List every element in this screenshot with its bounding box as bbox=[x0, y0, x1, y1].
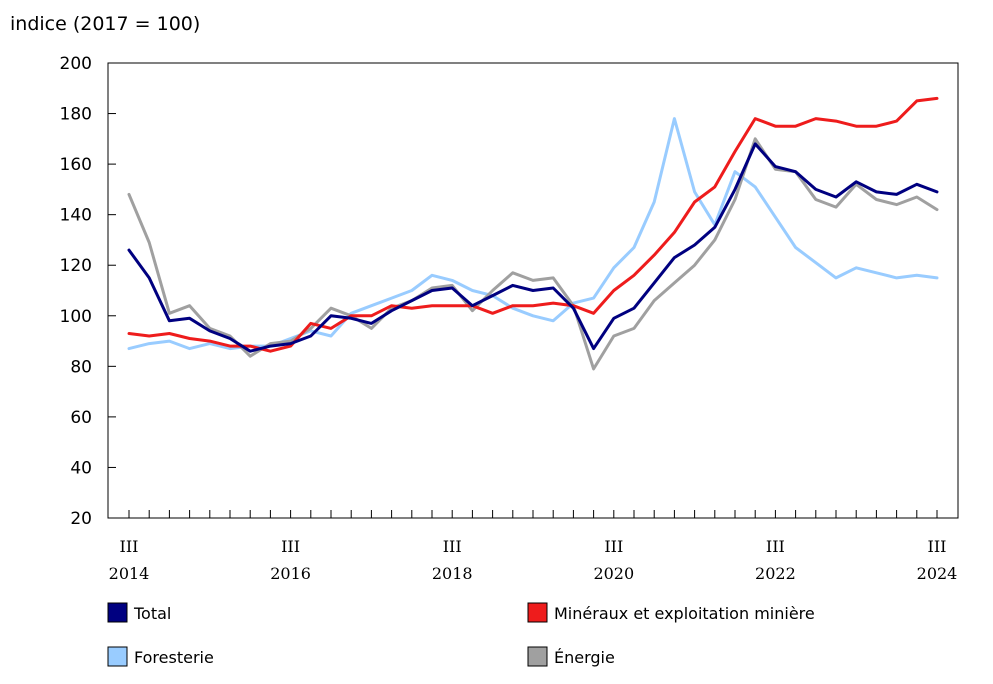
legend-label: Total bbox=[133, 604, 171, 623]
x-tick-quarter: III bbox=[766, 537, 785, 556]
x-tick-quarter: III bbox=[604, 537, 623, 556]
legend: Total Minéraux et exploitation minière For… bbox=[107, 602, 815, 667]
x-tick-quarter: III bbox=[281, 537, 300, 556]
x-tick-quarter: III bbox=[443, 537, 462, 556]
legend-swatch bbox=[107, 646, 128, 667]
series-line-0 bbox=[127, 142, 939, 353]
series-line-1 bbox=[127, 96, 939, 353]
y-tick-label: 80 bbox=[70, 357, 92, 377]
y-tick-label: 100 bbox=[60, 307, 92, 327]
plot-area bbox=[107, 62, 959, 519]
x-tick-year: 2022 bbox=[755, 564, 796, 583]
x-tick-quarter: III bbox=[120, 537, 139, 556]
x-tick-year: 2020 bbox=[593, 564, 634, 583]
legend-swatch bbox=[527, 602, 548, 623]
legend-swatch bbox=[107, 602, 128, 623]
y-axis-ticks: 20 40 60 80 100 120 140 160 180 200 bbox=[60, 54, 116, 529]
legend-label: Énergie bbox=[554, 648, 615, 667]
legend-swatch bbox=[527, 646, 548, 667]
x-tick-quarter: III bbox=[928, 537, 947, 556]
y-axis-title: indice (2017 = 100) bbox=[10, 13, 200, 35]
y-tick-label: 160 bbox=[60, 155, 92, 175]
x-tick-year: 2016 bbox=[270, 564, 311, 583]
series-line-3 bbox=[127, 137, 939, 371]
series-lines bbox=[127, 96, 939, 371]
y-tick-label: 200 bbox=[60, 54, 92, 74]
y-tick-label: 20 bbox=[70, 509, 92, 529]
legend-label: Minéraux et exploitation minière bbox=[554, 604, 815, 623]
x-tick-year: 2018 bbox=[432, 564, 473, 583]
x-tick-year: 2014 bbox=[109, 564, 150, 583]
x-axis-ticks: III 2014 III 2016 III 2018 III 2020 III 2022 III 20… bbox=[109, 510, 958, 583]
series-line-2 bbox=[127, 117, 939, 351]
y-tick-label: 120 bbox=[60, 256, 92, 276]
x-tick-year: 2024 bbox=[917, 564, 958, 583]
legend-label: Foresterie bbox=[134, 648, 214, 667]
y-tick-label: 140 bbox=[60, 206, 92, 226]
y-tick-label: 40 bbox=[70, 458, 92, 478]
y-tick-label: 180 bbox=[60, 105, 92, 125]
y-tick-label: 60 bbox=[70, 408, 92, 428]
